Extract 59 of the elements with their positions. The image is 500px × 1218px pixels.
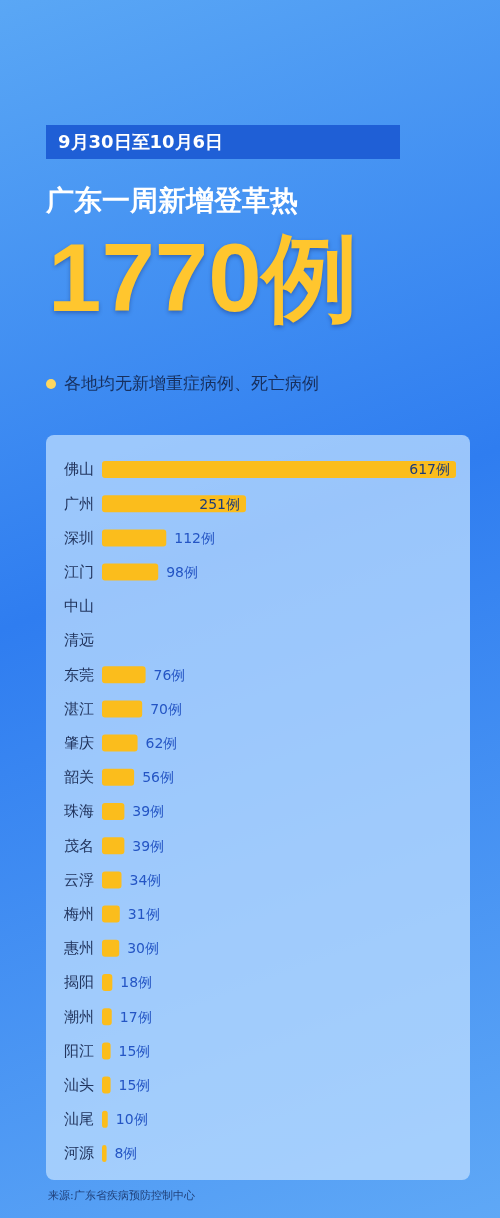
- bar: [102, 973, 113, 991]
- data-label: 56例: [142, 769, 174, 786]
- data-label: 17例: [119, 1008, 152, 1025]
- data-label: 34例: [129, 871, 162, 888]
- bar: [102, 905, 120, 923]
- data-label: 18例: [120, 974, 153, 991]
- bar: [102, 802, 125, 820]
- data-label: 617例: [409, 461, 450, 478]
- bar: [102, 563, 159, 581]
- data-label: 39例: [132, 803, 165, 820]
- data-label: 76例: [153, 666, 186, 683]
- text: 各地均无新增重症病例、死亡病例: [63, 372, 319, 395]
- y-tick-label: 云浮: [64, 870, 94, 889]
- data-label: 112例: [174, 529, 215, 546]
- data-label: 31例: [127, 905, 160, 922]
- data-label: 62例: [145, 734, 178, 751]
- y-tick-label: 湛江: [64, 699, 94, 718]
- bar: [102, 734, 138, 752]
- y-tick-label: 东莞: [64, 665, 94, 684]
- bar: [102, 768, 135, 786]
- data-label: 8例: [114, 1145, 138, 1162]
- y-tick-label: 深圳: [64, 528, 94, 547]
- y-tick-label: 茂名: [64, 836, 94, 855]
- y-tick-label: 佛山: [64, 460, 94, 479]
- bar: [102, 700, 143, 718]
- y-tick-label: 肇庆: [64, 734, 94, 753]
- y-tick-label: 汕尾: [64, 1110, 94, 1129]
- data-label: 39例: [132, 837, 165, 854]
- data-label: 15例: [118, 1042, 151, 1059]
- y-tick-label: 揭阳: [64, 973, 94, 992]
- bar: [102, 461, 456, 478]
- y-tick-label: 惠州: [63, 939, 94, 958]
- y-tick-label: 潮州: [64, 1007, 94, 1026]
- y-tick-label: 江门: [64, 563, 94, 582]
- bar: [102, 939, 120, 957]
- data-label: 70例: [150, 700, 182, 717]
- y-tick-label: 中山: [64, 597, 94, 616]
- bar: [102, 666, 146, 684]
- y-tick-label: 清远: [64, 631, 94, 650]
- source-note: 来源:广东省疾病预防控制中心: [48, 1188, 195, 1203]
- data-label: 98例: [166, 564, 199, 580]
- bar: [102, 529, 167, 547]
- y-tick-label: 河源: [64, 1144, 94, 1163]
- bar: [102, 495, 247, 513]
- bar: [102, 837, 125, 855]
- y-tick-label: 珠海: [64, 802, 94, 821]
- y-tick-label: 汕头: [64, 1076, 94, 1095]
- y-tick-label: 梅州: [63, 905, 94, 924]
- y-tick-label: 阳江: [64, 1041, 94, 1060]
- bar: [102, 871, 122, 889]
- chart-subtitle: 9月30日至10月6日: [46, 125, 400, 159]
- chart-title: 广东一周新增登革热: [46, 183, 298, 219]
- text: 1770例: [48, 223, 358, 333]
- data-label: 251例: [199, 495, 241, 512]
- y-tick-label: 广州: [64, 494, 94, 513]
- data-label: 15例: [118, 1076, 151, 1093]
- data-label: 30例: [127, 940, 160, 957]
- y-tick-label: 韶关: [64, 768, 94, 787]
- data-label: 10例: [115, 1111, 148, 1128]
